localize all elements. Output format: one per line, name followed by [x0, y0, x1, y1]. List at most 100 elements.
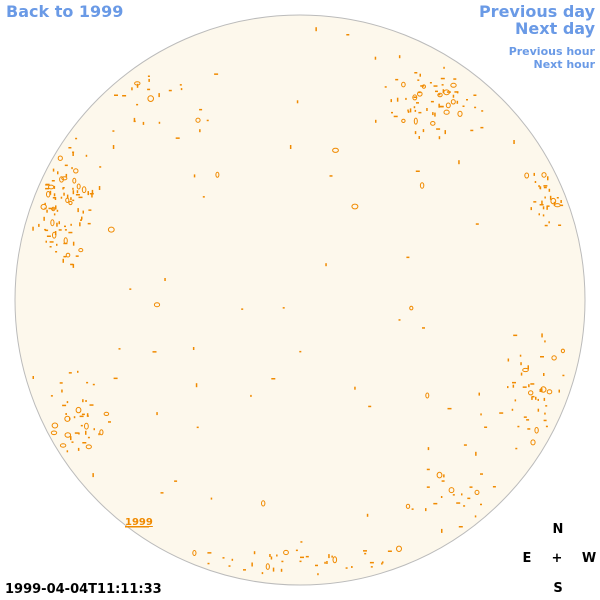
marker	[243, 569, 246, 571]
marker	[72, 177, 77, 184]
marker	[369, 561, 374, 564]
marker	[345, 567, 348, 569]
marker	[433, 85, 438, 87]
marker	[443, 109, 450, 115]
marker	[544, 340, 546, 343]
marker	[512, 381, 516, 384]
marker	[86, 413, 89, 417]
marker	[456, 100, 459, 104]
marker	[70, 436, 72, 441]
marker	[542, 214, 545, 217]
marker	[387, 550, 392, 552]
marker	[456, 502, 461, 504]
marker	[51, 206, 56, 212]
previous-day-link[interactable]: Previous day	[478, 2, 595, 21]
marker	[228, 565, 231, 567]
marker	[533, 172, 535, 176]
marker	[438, 136, 441, 140]
marker	[68, 372, 72, 374]
marker	[269, 554, 271, 557]
marker	[98, 186, 101, 190]
marker	[545, 425, 548, 428]
marker	[72, 241, 75, 246]
year-link[interactable]: 1999	[125, 517, 153, 528]
marker	[64, 415, 71, 422]
marker	[46, 209, 48, 213]
marker	[539, 389, 541, 392]
marker	[543, 397, 546, 401]
next-day-link[interactable]: Next day	[515, 19, 595, 38]
marker	[396, 97, 399, 102]
marker	[317, 573, 319, 576]
marker	[398, 55, 401, 59]
marker	[63, 255, 67, 258]
marker	[422, 327, 425, 329]
marker	[136, 83, 139, 88]
marker	[409, 108, 412, 113]
marker	[405, 503, 411, 509]
marker	[363, 550, 367, 552]
marker	[375, 119, 377, 123]
marker	[52, 197, 56, 199]
marker	[68, 231, 73, 234]
marker	[522, 367, 529, 373]
marker	[71, 167, 73, 170]
marker	[512, 384, 515, 388]
marker	[175, 137, 180, 139]
marker	[445, 102, 451, 109]
marker	[354, 386, 356, 390]
marker	[535, 396, 537, 400]
marker	[546, 205, 548, 210]
marker	[556, 197, 559, 199]
marker	[53, 213, 56, 216]
marker	[457, 110, 463, 117]
marker	[437, 92, 443, 98]
marker	[207, 552, 212, 554]
marker	[62, 404, 67, 407]
marker	[454, 91, 459, 93]
marker	[499, 412, 504, 414]
marker	[462, 105, 465, 107]
marker	[414, 109, 417, 112]
marker	[133, 120, 136, 123]
marker	[326, 561, 328, 564]
marker	[545, 405, 548, 407]
marker	[558, 389, 560, 393]
marker	[58, 229, 62, 231]
marker	[158, 121, 161, 124]
marker	[202, 196, 205, 198]
marker	[49, 190, 52, 195]
marker	[419, 182, 425, 189]
marker	[417, 79, 420, 81]
marker	[299, 560, 302, 563]
marker	[77, 208, 79, 213]
marker	[409, 305, 414, 311]
compass-east-label: E	[522, 551, 532, 566]
marker	[80, 424, 83, 427]
marker	[453, 78, 457, 80]
marker	[412, 94, 418, 101]
marker	[56, 209, 59, 212]
marker	[415, 170, 420, 172]
marker	[87, 191, 89, 196]
marker	[70, 263, 74, 266]
marker	[131, 87, 133, 91]
previous-hour-link[interactable]: Previous hour	[508, 45, 595, 58]
marker	[52, 231, 57, 239]
marker	[85, 400, 87, 402]
marker	[480, 126, 484, 129]
marker	[374, 56, 377, 60]
marker	[331, 555, 333, 558]
marker	[136, 103, 139, 106]
marker	[58, 221, 60, 225]
marker	[122, 95, 127, 97]
marker	[112, 130, 115, 132]
marker	[276, 554, 278, 557]
marker	[443, 474, 445, 478]
marker	[418, 136, 420, 139]
next-hour-link[interactable]: Next hour	[533, 58, 596, 71]
marker	[325, 263, 327, 267]
marker	[148, 78, 150, 82]
back-to-year-link[interactable]: Back to 1999	[6, 2, 124, 21]
marker	[481, 110, 484, 112]
